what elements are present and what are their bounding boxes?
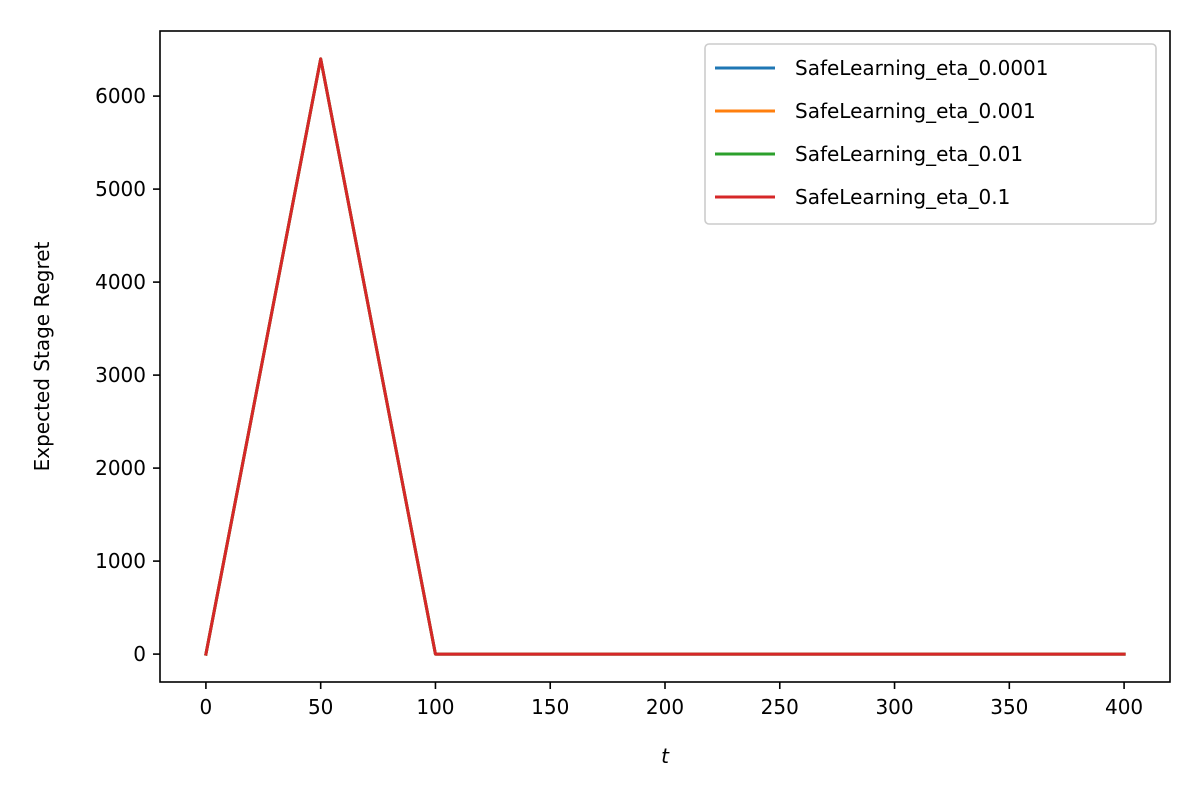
x-tick-label: 350 (990, 695, 1028, 719)
x-tick-label: 400 (1105, 695, 1143, 719)
y-tick-label: 0 (133, 642, 146, 666)
series-line-3 (204, 57, 1126, 656)
x-tick-label: 150 (531, 695, 569, 719)
legend-label: SafeLearning_eta_0.0001 (795, 56, 1049, 80)
x-axis-ticks: 0 50 100 150 200 250 300 350 400 (200, 682, 1143, 719)
x-tick-label: 50 (308, 695, 333, 719)
legend-box (704, 43, 1157, 225)
y-tick-label: 2000 (95, 456, 146, 480)
y-axis-ticks: 0 1000 2000 3000 4000 5000 6000 (95, 84, 160, 666)
x-axis-label: t (661, 744, 670, 768)
y-axis-label: Expected Stage Regret (30, 241, 54, 471)
y-tick-label: 4000 (95, 270, 146, 294)
y-tick-label: 1000 (95, 549, 146, 573)
x-tick-label: 250 (761, 695, 799, 719)
x-tick-label: 200 (646, 695, 684, 719)
y-tick-label: 5000 (95, 177, 146, 201)
legend-label: SafeLearning_eta_0.1 (795, 185, 1010, 209)
x-tick-label: 300 (875, 695, 913, 719)
legend-label: SafeLearning_eta_0.01 (795, 142, 1023, 166)
legend: SafeLearning_eta_0.0001 SafeLearning_eta_… (704, 43, 1157, 225)
x-tick-label: 100 (416, 695, 454, 719)
y-tick-label: 6000 (95, 84, 146, 108)
series-layer (204, 57, 1126, 656)
x-tick-label: 0 (200, 695, 213, 719)
y-tick-label: 3000 (95, 363, 146, 387)
legend-label: SafeLearning_eta_0.001 (795, 99, 1036, 123)
